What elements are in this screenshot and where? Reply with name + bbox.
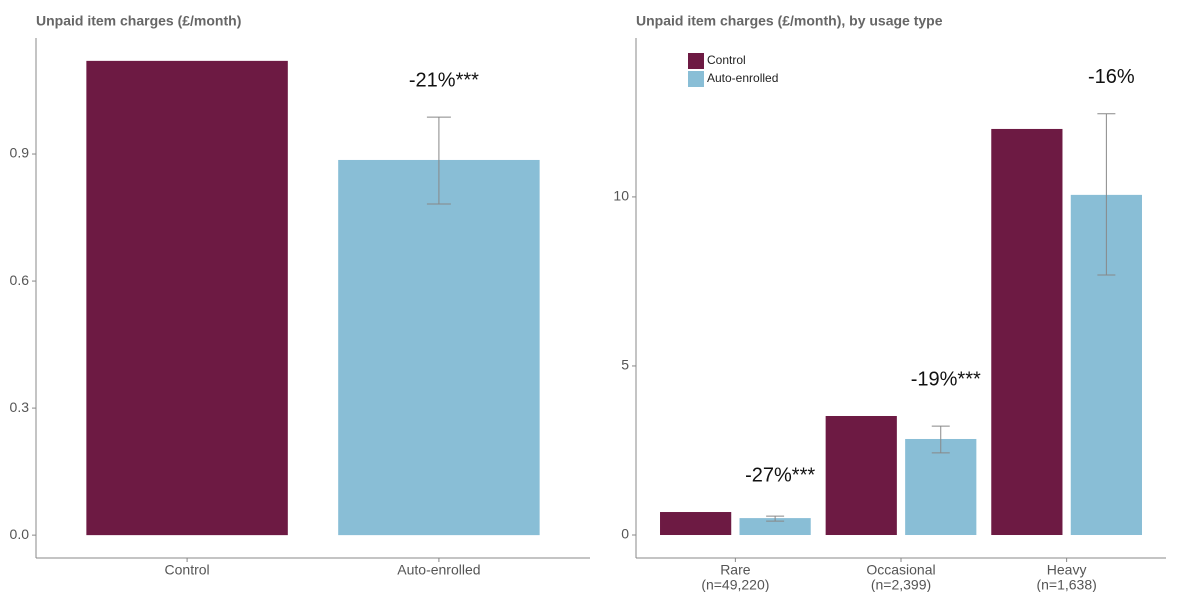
bar [338,159,540,536]
x-tick-note: (n=2,399) [871,577,931,592]
y-tick-label: 10 [613,188,629,204]
bar [825,415,897,536]
x-tick-label: Occasional [866,562,935,578]
y-tick-label: 5 [621,357,629,373]
annotation: -21%*** [409,69,479,91]
x-tick-label: Heavy [1047,562,1087,578]
legend-swatch [688,53,704,69]
x-tick-note: (n=49,220) [701,577,769,592]
legend-label: Auto-enrolled [707,71,778,85]
x-tick-label: Rare [720,562,751,578]
annotation: -16% [1088,66,1135,88]
y-tick-label: 0.0 [10,526,30,542]
legend-label: Control [707,53,746,67]
y-tick-label: 0 [621,526,629,542]
y-tick-label: 0.9 [10,145,30,161]
bar [86,60,288,536]
annotation: -19%*** [911,368,981,390]
x-tick-label: Control [165,562,210,578]
bar [905,438,977,536]
bar [660,512,732,536]
x-tick-label: Auto-enrolled [397,562,480,578]
chart-title: Unpaid item charges (£/month) [36,13,241,29]
x-tick-note: (n=1,638) [1036,577,1096,592]
chart-title: Unpaid item charges (£/month), by usage … [636,13,943,29]
legend-swatch [688,71,704,87]
bar [991,128,1063,536]
bar [739,518,811,536]
annotation: -27%*** [745,464,815,486]
y-tick-label: 0.3 [10,399,30,415]
y-tick-label: 0.6 [10,272,30,288]
